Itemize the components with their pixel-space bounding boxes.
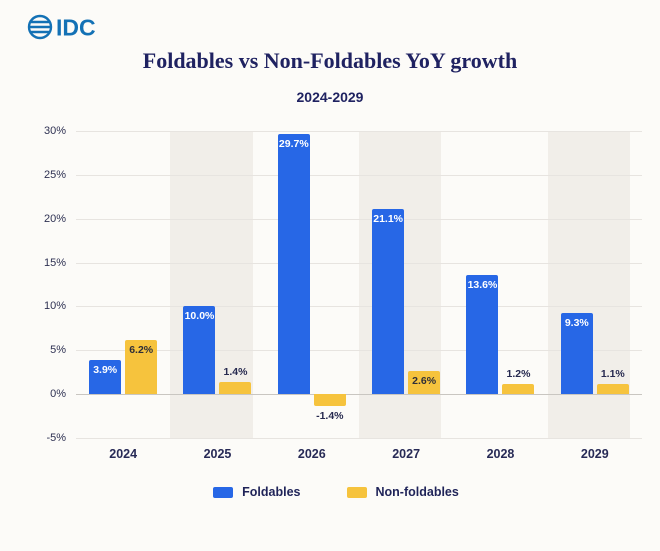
legend: Foldables Non-foldables bbox=[30, 485, 642, 499]
foldables-bar: 9.3% bbox=[560, 312, 593, 395]
bar-groups: 3.9% 6.2% 10.0% 1.4% 29.7% -1.4% 21.1% 2.6% 13.6… bbox=[76, 131, 642, 438]
legend-label: Non-foldables bbox=[375, 485, 459, 499]
foldables-bar: 10.0% bbox=[183, 306, 216, 395]
y-tick-label: 5% bbox=[50, 344, 66, 357]
foldables-bar: 21.1% bbox=[372, 209, 405, 395]
foldables-bar: 29.7% bbox=[277, 133, 310, 395]
bar-group: 10.0% 1.4% bbox=[170, 131, 264, 438]
y-tick-label: 30% bbox=[43, 125, 66, 137]
non-foldables-bar: 6.2% bbox=[125, 339, 158, 395]
y-tick-label: -5% bbox=[46, 432, 66, 444]
y-tick-label: 0% bbox=[50, 388, 66, 401]
bar-value-label: 1.2% bbox=[506, 367, 531, 380]
gridline bbox=[76, 174, 642, 176]
chart: -5% 0% 5% 10% 15% 20% 25% 30% 3.9% 6.2% 10.0% 1.4%… bbox=[30, 125, 642, 499]
gridline bbox=[76, 218, 642, 220]
gridline bbox=[76, 131, 642, 132]
y-tick-label: 15% bbox=[43, 256, 66, 269]
y-tick-label: 25% bbox=[43, 168, 66, 181]
idc-logo: IDC bbox=[26, 12, 114, 47]
x-axis-label: 2029 bbox=[580, 447, 609, 461]
non-foldables-bar: 1.1% bbox=[596, 368, 629, 395]
bar-value-label: 10.0% bbox=[184, 310, 215, 323]
y-tick-label: 20% bbox=[43, 212, 66, 225]
gridline bbox=[76, 262, 642, 264]
x-axis-label: 2028 bbox=[486, 447, 515, 461]
non-foldables-bar: 1.4% bbox=[219, 366, 252, 395]
chart-title: Foldables vs Non-Foldables YoY growth bbox=[142, 48, 518, 73]
bar-value-label: 29.7% bbox=[278, 137, 309, 150]
bar-group: 3.9% 6.2% bbox=[76, 131, 170, 438]
legend-label: Foldables bbox=[242, 485, 301, 499]
bar-value-label: 1.4% bbox=[223, 365, 248, 378]
bar-group: 21.1% 2.6% bbox=[359, 131, 453, 438]
legend-swatch-icon bbox=[346, 486, 367, 498]
bar-value-label: -1.4% bbox=[316, 410, 344, 423]
legend-item: Foldables bbox=[213, 485, 301, 499]
x-axis-label: 2027 bbox=[392, 447, 421, 461]
x-axis-label: 2024 bbox=[109, 447, 138, 461]
non-foldables-bar: -1.4% bbox=[313, 394, 346, 422]
y-axis: -5% 0% 5% 10% 15% 20% 25% 30% bbox=[30, 125, 76, 444]
bar-value-label: 9.3% bbox=[564, 316, 589, 329]
bar-value-label: 6.2% bbox=[129, 343, 154, 356]
gridline bbox=[76, 438, 642, 439]
non-foldables-bar: 1.2% bbox=[502, 368, 535, 395]
x-axis-label: 2025 bbox=[203, 447, 232, 461]
logo-text: IDC bbox=[56, 15, 96, 41]
plot-area: 3.9% 6.2% 10.0% 1.4% 29.7% -1.4% 21.1% 2.6% 13.6… bbox=[76, 131, 642, 439]
gridline bbox=[76, 350, 642, 352]
gridline bbox=[76, 306, 642, 308]
bar-value-label: 3.9% bbox=[93, 363, 118, 376]
bar-value-label: 13.6% bbox=[467, 278, 498, 291]
legend-swatch-icon bbox=[213, 486, 234, 498]
bar-group: 29.7% -1.4% bbox=[265, 131, 359, 438]
non-foldables-bar: 2.6% bbox=[408, 371, 441, 395]
x-axis-label: 2026 bbox=[297, 447, 326, 461]
bar-value-label: 1.1% bbox=[600, 368, 625, 381]
foldables-bar: 13.6% bbox=[466, 274, 499, 395]
bar-value-label: 21.1% bbox=[373, 213, 404, 226]
bar-group: 9.3% 1.1% bbox=[548, 131, 642, 438]
foldables-bar: 3.9% bbox=[89, 359, 122, 395]
idc-globe-icon: IDC bbox=[27, 15, 96, 41]
y-tick-label: 10% bbox=[43, 300, 66, 313]
x-axis: 2024 2025 2026 2027 2028 2029 bbox=[76, 447, 642, 461]
bar-value-label: 2.6% bbox=[412, 375, 437, 388]
bar-group: 13.6% 1.2% bbox=[453, 131, 547, 438]
legend-item: Non-foldables bbox=[346, 485, 459, 499]
gridline bbox=[76, 394, 642, 396]
chart-subtitle: 2024-2029 bbox=[296, 89, 364, 105]
